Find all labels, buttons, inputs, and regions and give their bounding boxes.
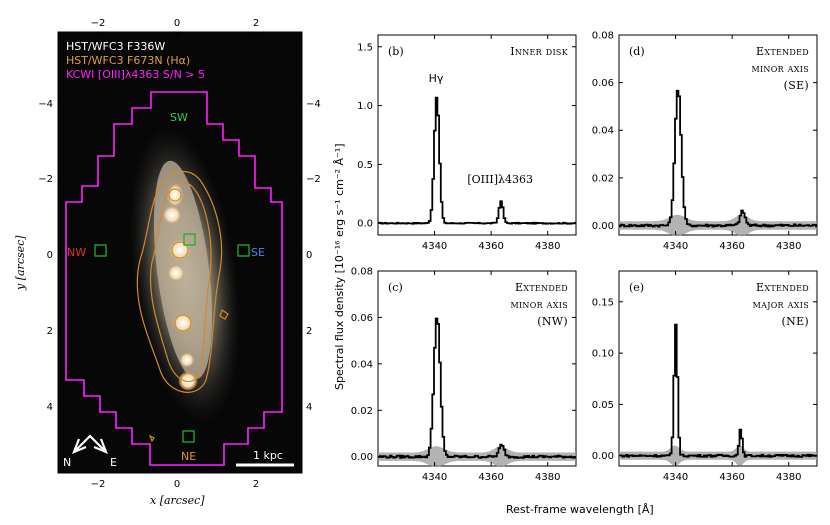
plot-frame <box>618 34 818 236</box>
panel-title: minor axis <box>510 298 568 311</box>
x-tick-label: 4380 <box>535 241 560 252</box>
spectrum-line <box>619 89 817 228</box>
ytick-label: −2 <box>38 174 53 185</box>
compass-n: N <box>63 456 71 469</box>
y-tick-label: 1.5 <box>357 42 373 53</box>
x-tick-label: 4340 <box>663 241 688 252</box>
panel-title: major axis <box>753 298 809 311</box>
y-tick-label: 1.0 <box>357 101 373 112</box>
y-tick-label: 0.08 <box>592 31 614 42</box>
ytick-right-label: −2 <box>306 174 321 185</box>
legend-f336w: HST/WFC3 F336W <box>66 40 165 53</box>
line-label-oiii: [OIII]λ4363 <box>467 173 533 186</box>
spectra-xlabel: Rest-frame wavelength [Å] <box>506 503 654 516</box>
compass <box>72 434 108 455</box>
image-panel: SW NW SE NE HST/WFC3 F336W HST/WFC3 F673… <box>14 18 321 507</box>
galaxy-knot <box>179 352 195 368</box>
x-tick-label: 4360 <box>478 241 503 252</box>
y-tick-label: 0.08 <box>351 267 373 278</box>
panel-letter: (d) <box>629 45 645 58</box>
halpha-contours <box>136 170 229 443</box>
x-tick-label: 4360 <box>478 472 503 483</box>
spectrum-line <box>378 317 576 459</box>
x-tick-label: 4380 <box>535 472 560 483</box>
xtick-top-label: 2 <box>253 18 259 29</box>
plot-frame <box>377 34 577 236</box>
y-tick-label: 0.04 <box>592 126 614 137</box>
xtick-label: 0 <box>174 479 180 490</box>
panel-title: (SE) <box>784 79 809 92</box>
panel-letter: (c) <box>388 281 403 294</box>
image-xlabel: x [arcsec] <box>150 494 205 507</box>
panel-title: minor axis <box>751 62 809 75</box>
legend-kcwi: KCWI [OIII]λ4363 S/N > 5 <box>66 68 205 81</box>
plot-frame <box>618 270 818 467</box>
ytick-right-label: 4 <box>306 402 312 413</box>
y-tick-label: 0.05 <box>592 400 614 411</box>
x-tick-label: 4360 <box>719 241 744 252</box>
region-label-sw: SW <box>170 111 188 124</box>
region-label-se: SE <box>251 246 265 259</box>
xtick-top-label: −2 <box>91 18 106 29</box>
scalebar-label: 1 kpc <box>253 449 283 462</box>
y-tick-label: 0.06 <box>592 78 614 89</box>
ytick-label: 2 <box>47 326 53 337</box>
panel-title: (NW) <box>537 315 568 328</box>
panel-letter: (e) <box>629 281 644 294</box>
plot-frame <box>377 270 577 467</box>
image-ylabel: y [arcsec] <box>14 235 27 291</box>
panel-title: Extended <box>756 281 809 294</box>
region-label-nw: NW <box>67 246 86 259</box>
ytick-right-label: −4 <box>306 99 321 110</box>
line-label-hgamma: Hγ <box>429 72 444 85</box>
region-label-ne: NE <box>181 450 196 463</box>
y-tick-label: 0.06 <box>351 313 373 324</box>
y-tick-label: 0.00 <box>592 221 614 232</box>
y-tick-label: 0.10 <box>592 349 614 360</box>
ytick-right-label: 2 <box>306 326 312 337</box>
y-tick-label: 0.02 <box>592 173 614 184</box>
y-tick-label: 0.0 <box>357 219 373 230</box>
panel-title: Extended <box>756 45 809 58</box>
ytick-label: −4 <box>38 99 53 110</box>
region-box-se <box>237 244 250 257</box>
compass-e: E <box>110 456 117 469</box>
panel-title: Extended <box>515 281 568 294</box>
region-box-center <box>183 233 196 246</box>
ytick-label: 0 <box>47 250 53 261</box>
panel-title: (NE) <box>782 315 809 328</box>
spectra-panels: 4340 4360 4380 0.0 0.5 1.0 1.5 (b) Inner disk 434… <box>351 31 818 483</box>
spectrum-line <box>378 96 576 225</box>
galaxy-knot <box>167 264 185 282</box>
xtick-label: 2 <box>253 479 259 490</box>
spectra-ylabel: Spectral flux density [10⁻¹⁶ erg s⁻¹ cm⁻… <box>333 143 346 390</box>
xtick-top-label: 0 <box>174 18 180 29</box>
y-tick-label: 0.04 <box>351 359 373 370</box>
ytick-label: 4 <box>47 402 53 413</box>
kcwi-footprint <box>65 91 283 466</box>
spectrum-line <box>619 323 817 458</box>
y-tick-label: 0.02 <box>351 406 373 417</box>
y-tick-label: 0.00 <box>351 452 373 463</box>
galaxy-knot <box>162 205 182 225</box>
xtick-label: −2 <box>91 479 106 490</box>
x-tick-label: 4340 <box>663 472 688 483</box>
x-tick-label: 4340 <box>422 472 447 483</box>
region-box-nw <box>94 244 107 257</box>
region-box-ne <box>182 430 195 443</box>
legend-f673n: HST/WFC3 F673N (Hα) <box>66 54 190 67</box>
image-ticks <box>58 32 302 473</box>
y-tick-label: 0.5 <box>357 160 373 171</box>
y-tick-label: 0.00 <box>592 451 614 462</box>
x-tick-label: 4360 <box>719 472 744 483</box>
ytick-right-label: 0 <box>306 250 312 261</box>
panel-title: Inner disk <box>510 45 568 58</box>
x-tick-label: 4380 <box>776 241 801 252</box>
panel-letter: (b) <box>388 45 404 58</box>
x-tick-label: 4340 <box>422 241 447 252</box>
y-tick-label: 0.15 <box>592 297 614 308</box>
x-tick-label: 4380 <box>776 472 801 483</box>
